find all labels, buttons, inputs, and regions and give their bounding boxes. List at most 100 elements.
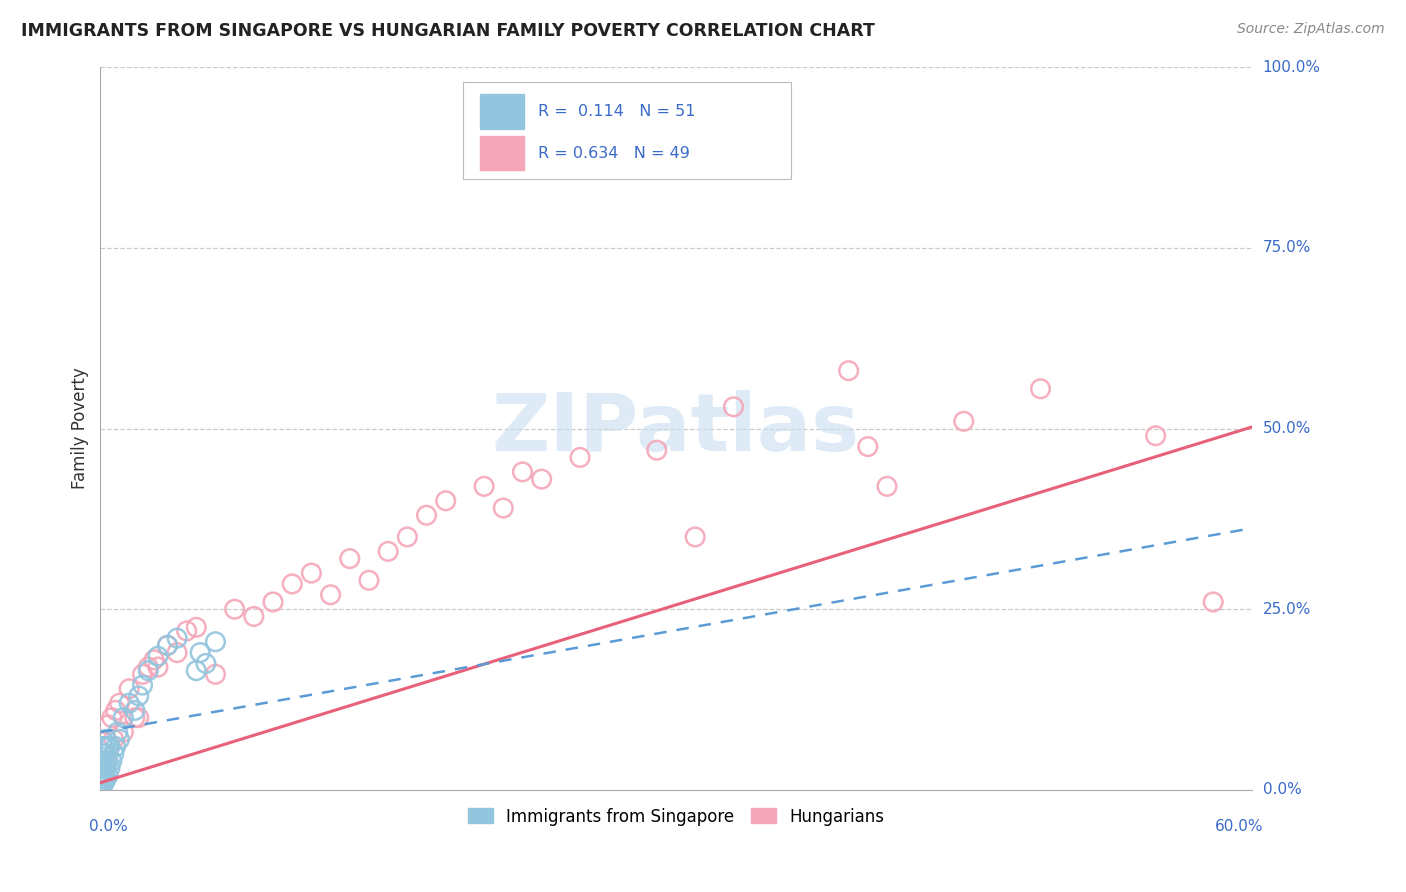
Point (1202, 595, 1225, 609)
Text: 0.0%: 0.0% (1263, 782, 1302, 797)
Point (146, 649, 169, 664)
Point (156, 638, 179, 652)
Point (93, 775, 115, 789)
Point (112, 711, 135, 725)
Point (98, 739, 121, 754)
Point (91, 739, 114, 754)
Point (512, 465, 534, 479)
Point (93, 739, 115, 754)
Point (118, 696, 141, 710)
Point (89, 780, 111, 794)
Point (91, 772, 114, 786)
Point (103, 747, 125, 761)
Point (319, 588, 342, 602)
Text: Source: ZipAtlas.com: Source: ZipAtlas.com (1237, 22, 1385, 37)
Point (93, 747, 115, 761)
Point (128, 711, 150, 725)
Point (89, 761, 111, 775)
Point (108, 696, 131, 710)
Bar (481, 94, 524, 128)
Point (186, 664, 208, 678)
Point (124, 711, 146, 725)
Point (98, 761, 121, 775)
Text: 75.0%: 75.0% (1263, 240, 1310, 255)
Point (186, 620, 208, 634)
Point (607, 154, 630, 169)
Point (723, 400, 745, 414)
Text: 60.0%: 60.0% (1215, 819, 1263, 834)
Point (339, 551, 361, 566)
Point (94, 761, 117, 775)
Point (415, 508, 437, 523)
Point (188, 646, 211, 660)
Point (166, 646, 188, 660)
Point (94, 732, 117, 747)
Point (224, 602, 246, 616)
Point (93, 754, 115, 768)
Point (204, 634, 226, 648)
Point (89, 754, 111, 768)
Point (108, 732, 131, 747)
Point (98, 739, 121, 754)
Point (838, 364, 860, 378)
Point (97, 718, 120, 732)
Point (136, 664, 159, 678)
Point (243, 609, 266, 624)
Point (136, 660, 159, 674)
Point (93, 768, 115, 782)
Point (118, 681, 141, 696)
Point (569, 450, 592, 465)
Point (94, 754, 117, 768)
Point (1144, 428, 1167, 442)
Y-axis label: Family Poverty: Family Poverty (72, 368, 89, 490)
Point (396, 530, 419, 544)
Point (434, 493, 457, 508)
Point (299, 566, 322, 580)
Text: ZIPatlas: ZIPatlas (492, 390, 860, 467)
Point (101, 754, 124, 768)
Point (204, 667, 226, 681)
Text: R =  0.114   N = 51: R = 0.114 N = 51 (538, 103, 696, 119)
Point (91, 757, 114, 772)
Point (104, 739, 127, 754)
Point (472, 479, 495, 493)
Point (1029, 382, 1052, 396)
Point (97, 768, 120, 782)
Point (97, 739, 120, 754)
Point (104, 703, 127, 717)
Point (856, 440, 879, 454)
Point (89, 768, 111, 782)
Text: 50.0%: 50.0% (1263, 421, 1310, 436)
Text: R = 0.634   N = 49: R = 0.634 N = 49 (538, 145, 690, 161)
Point (166, 631, 188, 645)
Point (645, 443, 668, 458)
Point (89, 764, 111, 779)
Text: IMMIGRANTS FROM SINGAPORE VS HUNGARIAN FAMILY POVERTY CORRELATION CHART: IMMIGRANTS FROM SINGAPORE VS HUNGARIAN F… (21, 22, 875, 40)
Point (194, 657, 217, 671)
Point (91, 764, 114, 779)
Point (89, 757, 111, 772)
Point (94, 772, 117, 786)
Point (97, 754, 120, 768)
Point (101, 711, 124, 725)
Text: 25.0%: 25.0% (1263, 602, 1310, 616)
Point (93, 761, 115, 775)
Point (156, 638, 179, 652)
Point (281, 577, 304, 591)
Text: 100.0%: 100.0% (1263, 60, 1320, 75)
Bar (481, 136, 524, 170)
Point (124, 703, 146, 717)
Point (131, 678, 153, 692)
Point (91, 754, 114, 768)
Point (107, 725, 129, 739)
Point (94, 747, 117, 761)
FancyBboxPatch shape (463, 81, 792, 179)
Legend: Immigrants from Singapore, Hungarians: Immigrants from Singapore, Hungarians (461, 801, 891, 832)
Text: 0.0%: 0.0% (89, 819, 128, 834)
Point (492, 501, 515, 516)
Point (357, 574, 380, 588)
Point (262, 595, 284, 609)
Point (683, 530, 706, 544)
Point (131, 667, 153, 681)
Point (377, 544, 399, 558)
